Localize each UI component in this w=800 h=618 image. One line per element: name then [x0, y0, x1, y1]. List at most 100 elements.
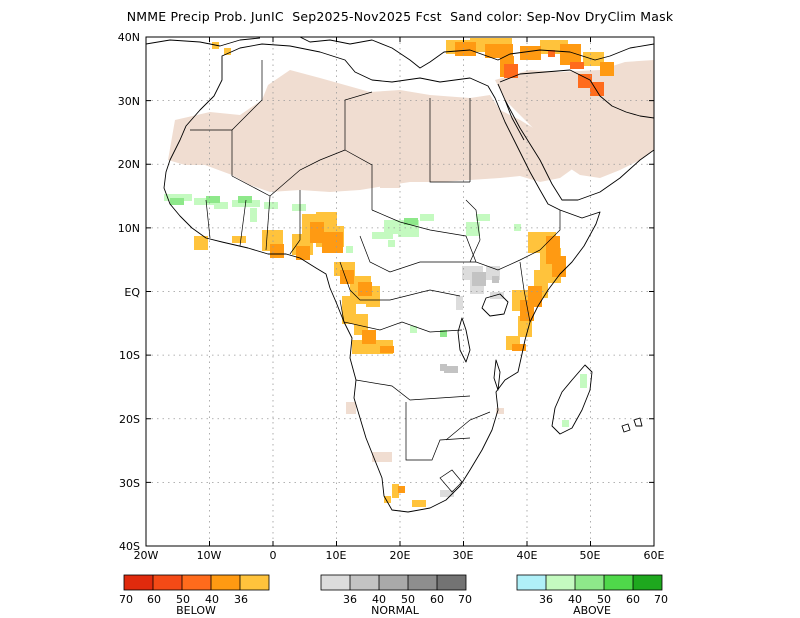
legend-swatch-below-70: [124, 575, 153, 590]
above-cell-40: [398, 230, 419, 237]
below-cell-40: [600, 62, 614, 76]
legend-swatch-below-40: [211, 575, 240, 590]
below-cell-40: [485, 44, 513, 58]
longitude-labels: 20W 10W 0 10E 20E 30E 40E 50E 60E: [134, 549, 665, 562]
lon-label: 50E: [580, 549, 601, 562]
normal-cell-36: [440, 490, 454, 497]
below-cell-50: [570, 62, 584, 69]
map-title: NMME Precip Prob. JunIC Sep2025-Nov2025 …: [126, 9, 674, 24]
legend-tick: 36: [539, 593, 553, 606]
below-cell-40: [358, 282, 372, 296]
legend-tick: 40: [372, 593, 386, 606]
legend-swatch-normal-60: [408, 575, 437, 590]
normal-cell-40: [492, 276, 499, 283]
legend-swatch-below-36: [240, 575, 269, 590]
legend-tick: 50: [401, 593, 415, 606]
country-borders: [190, 60, 561, 493]
below-cell-50: [578, 74, 592, 88]
legend-above: 36 40 50 60 70 ABOVE: [516, 574, 668, 617]
lat-label: 20S: [119, 413, 140, 426]
lon-label: 60E: [644, 549, 665, 562]
lat-label: 40N: [118, 31, 140, 44]
lat-label: 20N: [118, 158, 140, 171]
legend-swatch-normal-36: [321, 575, 350, 590]
legend-tick: 70: [458, 593, 472, 606]
above-cell-40: [420, 214, 434, 221]
above-cell-50: [440, 330, 447, 337]
legend-swatch-above-50: [575, 575, 604, 590]
below-cell-36: [384, 496, 391, 503]
lat-label: 10S: [119, 349, 140, 362]
lon-label: 10W: [197, 549, 222, 562]
normal-probability-cells: [300, 250, 504, 497]
normal-cell-40: [444, 366, 458, 373]
axis-ticks: [145, 36, 655, 547]
lon-label: 10E: [326, 549, 347, 562]
legend-tick: 36: [234, 593, 248, 606]
lat-label: 10N: [118, 222, 140, 235]
normal-cell-40: [472, 272, 486, 286]
normal-cell-36: [456, 296, 463, 310]
above-cell-40: [194, 198, 215, 205]
coastlines: [146, 37, 654, 513]
below-cell-40: [398, 486, 405, 493]
legend-tick: 70: [119, 593, 133, 606]
legend-swatch-above-70: [633, 575, 662, 590]
dry-climate-mask: [168, 60, 654, 462]
lon-label: 20E: [390, 549, 411, 562]
below-cell-40: [455, 42, 476, 56]
below-cell-36: [583, 52, 604, 66]
above-cell-40: [264, 202, 278, 209]
below-cell-36: [224, 48, 231, 55]
legend-swatch-below-50: [182, 575, 211, 590]
above-cell-40: [372, 232, 393, 239]
below-cell-40: [512, 344, 526, 351]
legend-tick: 60: [430, 593, 444, 606]
legend-tick: 40: [205, 593, 219, 606]
above-cell-40: [250, 208, 257, 222]
below-cell-50: [504, 64, 518, 78]
legend-below: 70 60 50 40 36 BELOW: [119, 574, 270, 617]
lon-label: 40E: [517, 549, 538, 562]
above-cell-50: [206, 196, 220, 203]
normal-cell-40: [440, 364, 447, 371]
lat-label: EQ: [124, 286, 140, 299]
above-cell-50: [238, 196, 252, 203]
above-cell-50: [170, 198, 184, 205]
below-cell-40: [340, 270, 354, 284]
legend-swatch-normal-70: [437, 575, 466, 590]
below-cell-36: [412, 500, 426, 507]
above-cell-40: [466, 222, 480, 236]
above-cell-40: [514, 224, 521, 231]
below-cell-40: [296, 246, 310, 260]
legend-tick: 50: [176, 593, 190, 606]
above-cell-40: [476, 214, 490, 221]
normal-cell-36: [490, 292, 504, 299]
lon-label: 20W: [134, 549, 159, 562]
above-cell-40: [164, 194, 192, 201]
above-probability-cells: [164, 194, 587, 427]
legend-above-title: ABOVE: [573, 604, 611, 617]
above-cell-40: [346, 246, 353, 253]
above-cell-40: [562, 420, 569, 427]
below-cell-36: [392, 484, 399, 498]
above-cell-40: [410, 326, 417, 333]
below-cell-40: [520, 46, 541, 60]
below-cell-40: [380, 346, 394, 353]
below-cell-40: [552, 256, 566, 277]
legend-swatch-above-36: [517, 575, 546, 590]
above-cell-40: [580, 374, 587, 388]
legend-swatch-above-40: [546, 575, 575, 590]
below-cell-36: [354, 314, 368, 335]
legend-tick: 40: [568, 593, 582, 606]
legend-swatch-below-60: [153, 575, 182, 590]
legend-tick: 60: [626, 593, 640, 606]
legend-swatch-normal-40: [350, 575, 379, 590]
below-cell-40: [310, 222, 324, 243]
legend-tick: 70: [654, 593, 668, 606]
above-cell-40: [388, 240, 395, 247]
below-cell-40: [560, 44, 581, 65]
legend-tick: 50: [597, 593, 611, 606]
legend-normal: 36 40 50 60 70 NORMAL: [320, 574, 472, 617]
below-cell-50: [548, 50, 555, 57]
